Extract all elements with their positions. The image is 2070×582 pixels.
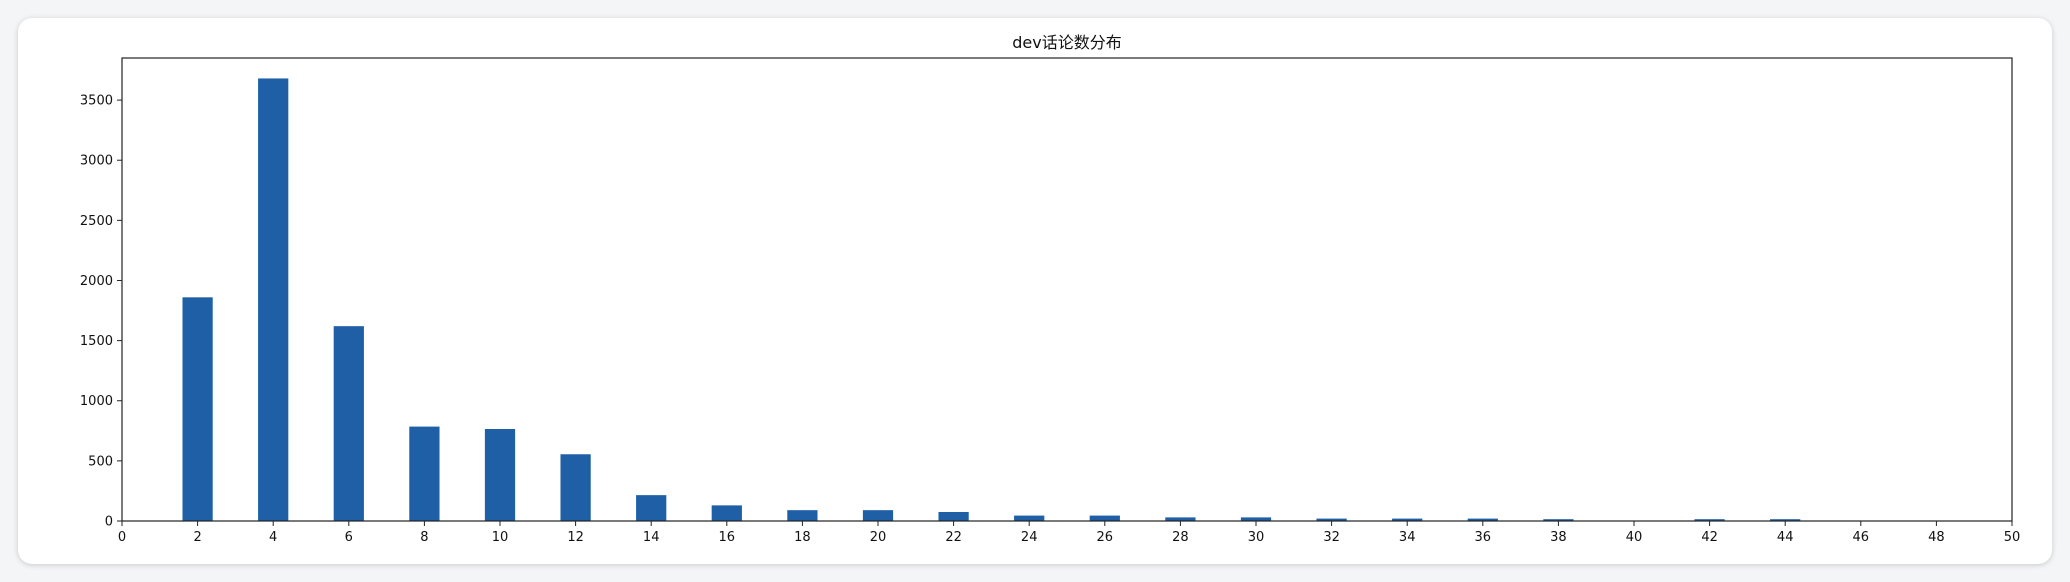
chart-title: dev话论数分布 [1012,33,1121,52]
x-tick-label: 44 [1777,530,1794,545]
bar-x12 [560,454,591,521]
y-tick-label: 2500 [80,214,113,229]
bar-x42 [1694,519,1725,521]
bar-x22 [938,511,969,521]
x-tick-label: 28 [1172,530,1189,545]
bar-x24 [1014,515,1045,521]
x-tick-label: 26 [1097,530,1114,545]
x-tick-label: 30 [1248,530,1265,545]
y-tick-label: 1500 [80,334,113,349]
axes-layer [121,57,2013,522]
x-tick-label: 4 [269,530,277,545]
bar-x30 [1240,517,1272,521]
bar-x36 [1467,518,1498,521]
x-tick-label: 16 [719,530,736,545]
x-tick-label: 22 [945,530,962,545]
bar-x4 [258,78,289,521]
y-tick-label: 1000 [80,394,113,409]
bar-x16 [711,505,742,521]
bar-x2 [182,297,213,521]
bar-x34 [1392,518,1423,521]
bar-x28 [1165,517,1196,521]
ticks-layer: 0 2 4 6 8 10 12 14 16 18 20 22 24 26 28 30 32 34 36 38 40 42 4… [80,94,2020,545]
x-tick-label: 10 [492,530,509,545]
x-tick-label: 12 [567,530,584,545]
x-tick-label: 42 [1701,530,1718,545]
bar-x44 [1770,519,1801,521]
y-tick-label: 500 [88,454,113,469]
bar-x14 [636,495,667,521]
x-tick-label: 0 [118,530,126,545]
bar-x38 [1543,519,1574,521]
x-tick-label: 48 [1928,530,1945,545]
x-tick-label: 2 [193,530,201,545]
x-tick-label: 38 [1550,530,1567,545]
bars-layer [182,78,1801,521]
plot-frame [121,57,2013,522]
x-tick-label: 40 [1626,530,1643,545]
bar-x18 [787,510,818,521]
bar-x6 [333,326,364,521]
y-tick-label: 3500 [80,94,113,109]
x-tick-label: 46 [1853,530,1870,545]
x-tick-label: 8 [420,530,428,545]
x-tick-label: 34 [1399,530,1416,545]
bar-x20 [862,510,894,521]
x-tick-label: 20 [870,530,887,545]
x-tick-label: 36 [1475,530,1492,545]
bar-x10 [484,429,516,521]
x-tick-label: 24 [1021,530,1038,545]
y-tick-label: 2000 [80,274,113,289]
x-tick-label: 18 [794,530,811,545]
x-tick-label: 50 [2004,530,2021,545]
bar-x26 [1089,515,1120,521]
bar-x8 [409,426,440,521]
x-tick-label: 32 [1323,530,1340,545]
bar-x32 [1316,518,1347,521]
y-tick-label: 3000 [80,154,113,169]
x-tick-label: 6 [345,530,353,545]
x-tick-label: 14 [643,530,660,545]
y-tick-label: 0 [105,515,113,530]
